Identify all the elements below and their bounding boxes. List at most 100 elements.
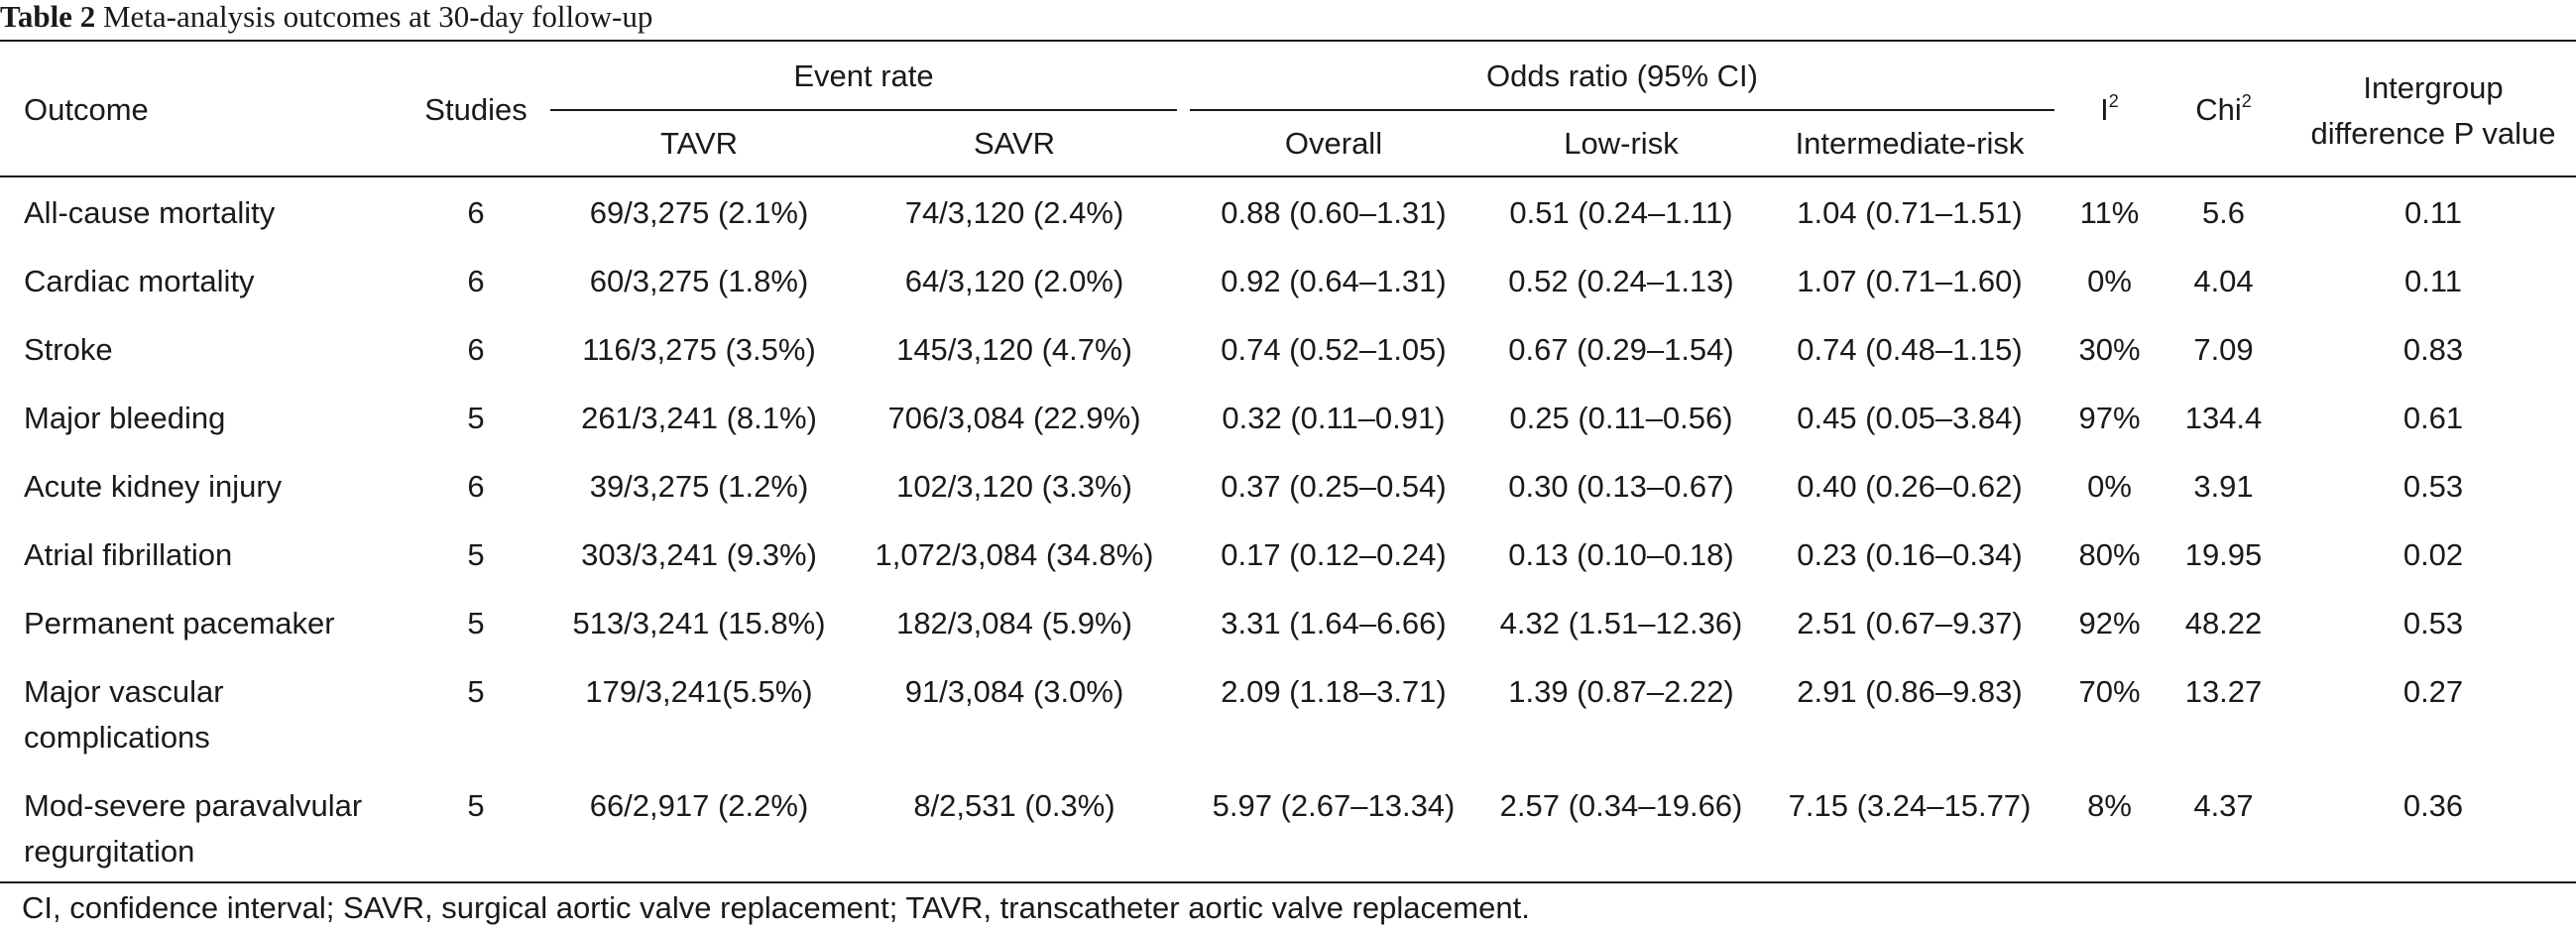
cell-chi2: 3.91 — [2193, 469, 2254, 504]
cell-overall: 0.74 (0.52–1.05) — [1221, 332, 1447, 367]
header-chi2-sup: 2 — [2241, 90, 2252, 111]
cell-intermediate-risk: 2.51 (0.67–9.37) — [1797, 606, 2023, 640]
cell-low-risk: 0.25 (0.11–0.56) — [1509, 401, 1733, 435]
cell-low-risk: 0.67 (0.29–1.54) — [1508, 332, 1734, 367]
cell-p-value: 0.53 — [2402, 606, 2464, 640]
cell-savr: 1,072/3,084 (34.8%) — [875, 537, 1154, 572]
cell-studies: 6 — [467, 469, 485, 504]
header-savr: SAVR — [973, 126, 1056, 161]
header-chi2-base: Chi — [2195, 92, 2242, 127]
event-rate-underline — [550, 109, 1177, 111]
cell-i2: 92% — [2078, 606, 2141, 640]
cell-outcome-line: regurgitation — [24, 834, 195, 869]
cell-studies: 5 — [467, 401, 485, 435]
cell-outcome: Major vascular complications — [24, 669, 224, 760]
cell-outcome: Stroke — [24, 327, 113, 373]
header-intermediate-risk: Intermediate-risk — [1795, 126, 2025, 161]
header-i2-sup: 2 — [2108, 90, 2119, 111]
cell-tavr: 39/3,275 (1.2%) — [589, 469, 809, 504]
cell-i2: 0% — [2087, 469, 2132, 504]
cell-tavr: 60/3,275 (1.8%) — [589, 264, 809, 298]
cell-studies: 5 — [467, 674, 485, 709]
cell-studies: 5 — [467, 788, 485, 823]
cell-outcome: Major bleeding — [24, 396, 225, 441]
cell-outcome: All-cause mortality — [24, 190, 275, 236]
cell-outcome: Cardiac mortality — [24, 259, 255, 304]
cell-p-value: 0.27 — [2402, 674, 2464, 709]
cell-i2: 30% — [2078, 332, 2141, 367]
cell-intermediate-risk: 1.04 (0.71–1.51) — [1797, 195, 2023, 230]
cell-low-risk: 1.39 (0.87–2.22) — [1508, 674, 1734, 709]
cell-studies: 6 — [467, 264, 485, 298]
table-footnote: CI, confidence interval; SAVR, surgical … — [22, 890, 1530, 925]
cell-outcome-line: All-cause mortality — [24, 195, 276, 230]
cell-low-risk: 0.30 (0.13–0.67) — [1508, 469, 1734, 504]
cell-p-value: 0.11 — [2403, 195, 2463, 230]
cell-intermediate-risk: 0.40 (0.26–0.62) — [1797, 469, 2023, 504]
cell-i2: 97% — [2078, 401, 2141, 435]
cell-tavr: 69/3,275 (2.1%) — [589, 195, 809, 230]
cell-outcome: Atrial fibrillation — [24, 532, 232, 578]
cell-tavr: 261/3,241 (8.1%) — [581, 401, 817, 435]
cell-outcome-line: Major bleeding — [24, 401, 226, 435]
cell-studies: 6 — [467, 332, 485, 367]
cell-intermediate-risk: 0.23 (0.16–0.34) — [1797, 537, 2023, 572]
cell-savr: 74/3,120 (2.4%) — [904, 195, 1124, 230]
cell-chi2: 7.09 — [2193, 332, 2254, 367]
header-outcome: Outcome — [24, 92, 149, 127]
cell-overall: 0.92 (0.64–1.31) — [1221, 264, 1447, 298]
header-event-rate: Event rate — [793, 58, 934, 93]
cell-outcome-line: Permanent pacemaker — [24, 606, 335, 640]
cell-intermediate-risk: 0.45 (0.05–3.84) — [1797, 401, 2023, 435]
odds-ratio-underline — [1190, 109, 2054, 111]
cell-overall: 0.32 (0.11–0.91) — [1222, 401, 1446, 435]
cell-overall: 3.31 (1.64–6.66) — [1221, 606, 1447, 640]
header-intergroup: Intergroup difference P value — [2290, 65, 2576, 157]
cell-tavr: 513/3,241 (15.8%) — [572, 606, 826, 640]
header-chi2: Chi2 — [2162, 87, 2285, 133]
cell-p-value: 0.11 — [2403, 264, 2463, 298]
header-low-risk: Low-risk — [1564, 126, 1679, 161]
cell-outcome: Acute kidney injury — [24, 464, 282, 510]
cell-i2: 80% — [2078, 537, 2141, 572]
cell-low-risk: 0.13 (0.10–0.18) — [1508, 537, 1734, 572]
cell-studies: 5 — [467, 606, 485, 640]
bottom-rule — [0, 881, 2576, 883]
header-odds-ratio: Odds ratio (95% CI) — [1486, 58, 1758, 93]
cell-overall: 5.97 (2.67–13.34) — [1212, 788, 1456, 823]
cell-intermediate-risk: 0.74 (0.48–1.15) — [1797, 332, 2023, 367]
cell-overall: 0.88 (0.60–1.31) — [1221, 195, 1447, 230]
cell-savr: 182/3,084 (5.9%) — [896, 606, 1132, 640]
cell-chi2: 13.27 — [2184, 674, 2263, 709]
header-i2-base: I — [2100, 92, 2109, 127]
cell-savr: 145/3,120 (4.7%) — [896, 332, 1132, 367]
table-label: Table 2 — [0, 0, 96, 34]
cell-intermediate-risk: 7.15 (3.24–15.77) — [1788, 788, 2032, 823]
header-studies: Studies — [424, 92, 527, 127]
header-i2: I2 — [2062, 87, 2157, 133]
cell-studies: 5 — [467, 537, 485, 572]
cell-overall: 2.09 (1.18–3.71) — [1221, 674, 1447, 709]
cell-low-risk: 0.51 (0.24–1.11) — [1509, 195, 1733, 230]
cell-i2: 8% — [2087, 788, 2132, 823]
cell-tavr: 303/3,241 (9.3%) — [581, 537, 817, 572]
cell-chi2: 4.37 — [2193, 788, 2254, 823]
table-title: Meta-analysis outcomes at 30-day follow-… — [102, 0, 653, 34]
header-overall: Overall — [1284, 126, 1383, 161]
cell-overall: 0.17 (0.12–0.24) — [1221, 537, 1447, 572]
cell-savr: 706/3,084 (22.9%) — [887, 401, 1141, 435]
cell-outcome: Mod-severe paravalvular regurgitation — [24, 783, 362, 874]
cell-p-value: 0.83 — [2402, 332, 2464, 367]
cell-studies: 6 — [467, 195, 485, 230]
cell-outcome-line: Mod-severe paravalvular — [24, 788, 363, 823]
cell-i2: 0% — [2087, 264, 2132, 298]
cell-intermediate-risk: 2.91 (0.86–9.83) — [1797, 674, 2023, 709]
cell-savr: 91/3,084 (3.0%) — [904, 674, 1124, 709]
cell-savr: 8/2,531 (0.3%) — [913, 788, 1115, 823]
header-bottom-rule — [0, 175, 2576, 177]
cell-chi2: 5.6 — [2201, 195, 2246, 230]
cell-i2: 70% — [2078, 674, 2141, 709]
cell-p-value: 0.61 — [2402, 401, 2464, 435]
cell-i2: 11% — [2079, 195, 2140, 230]
cell-outcome-line: Stroke — [24, 332, 113, 367]
